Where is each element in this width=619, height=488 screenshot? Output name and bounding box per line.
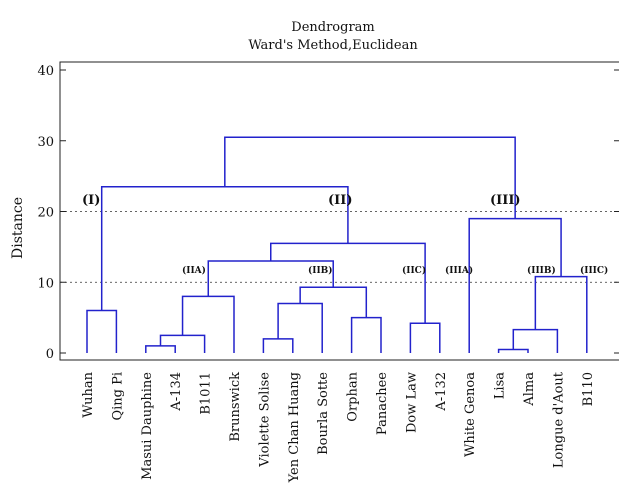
dendrogram-branch bbox=[224, 136, 516, 219]
y-axis: 0 10 20 30 40 bbox=[37, 64, 619, 362]
cluster-label: (II) bbox=[328, 193, 352, 208]
subcluster-label: (IIIC) bbox=[580, 265, 608, 276]
leaf-label: Masui Dauphine bbox=[140, 372, 155, 480]
dendrogram-branch bbox=[145, 345, 176, 353]
dendrogram-branch bbox=[181, 295, 235, 353]
dendrogram-branch bbox=[159, 334, 206, 353]
subcluster-label: (IIC) bbox=[402, 265, 426, 276]
y-tick-label: 40 bbox=[37, 64, 54, 79]
dendrogram-branch bbox=[262, 338, 294, 353]
y-axis-title: Distance bbox=[10, 197, 26, 259]
leaf-label: White Genoa bbox=[463, 372, 478, 457]
leaf-label: Brunswick bbox=[228, 372, 243, 442]
leaf-label: Orphan bbox=[346, 371, 361, 421]
leaf-label: A-132 bbox=[434, 372, 449, 412]
dendrogram-branch bbox=[277, 302, 323, 353]
leaf-label: Wuhan bbox=[81, 371, 96, 417]
leaf-label: Longue d'Aout bbox=[551, 371, 566, 468]
leaf-label: B1011 bbox=[199, 372, 214, 415]
leaf-label: Lisa bbox=[493, 372, 508, 399]
leaf-label: Panachee bbox=[375, 372, 390, 435]
dendrogram-branch bbox=[409, 322, 441, 353]
chart-subtitle: Ward's Method,Euclidean bbox=[248, 38, 418, 53]
dendrogram-branch bbox=[497, 348, 529, 353]
dendrogram-branch bbox=[534, 275, 588, 353]
dendrogram-branch bbox=[350, 316, 382, 353]
leaf-label: B110 bbox=[581, 372, 596, 406]
y-tick-label: 20 bbox=[37, 206, 54, 221]
leaf-label: Yen Chan Huang bbox=[287, 372, 302, 483]
subcluster-label: (IIIA) bbox=[445, 265, 473, 276]
subcluster-label: (IIA) bbox=[182, 265, 206, 276]
dendrogram-branch bbox=[86, 309, 118, 353]
dendrogram-branch bbox=[270, 242, 426, 324]
subcluster-label: (IIIB) bbox=[527, 265, 556, 276]
dendrogram-branch bbox=[299, 286, 368, 318]
y-tick-label: 30 bbox=[37, 135, 54, 150]
subcluster-label: (IIB) bbox=[308, 265, 333, 276]
dendrogram-branch bbox=[100, 185, 349, 311]
cluster-labels: (I) (II) (III) (IIA) (IIB) (IIC) (IIIA) (IIIB) (… bbox=[82, 193, 608, 276]
leaf-label: Violette Solise bbox=[257, 372, 272, 468]
reference-lines bbox=[60, 211, 619, 283]
cluster-label: (I) bbox=[82, 193, 100, 208]
chart-title: Dendrogram bbox=[291, 20, 374, 35]
leaf-label: Bourla Sotte bbox=[316, 372, 331, 455]
dendrogram-branches bbox=[86, 136, 588, 353]
cluster-label: (III) bbox=[490, 193, 521, 208]
y-tick-label: 10 bbox=[37, 276, 54, 291]
leaf-label: Alma bbox=[522, 372, 537, 407]
leaf-label: A-134 bbox=[169, 372, 184, 412]
y-tick-label: 0 bbox=[46, 347, 54, 362]
leaf-labels: Wuhan Qing Pi Masui Dauphine A-134 B1011 Brun… bbox=[81, 371, 596, 483]
dendrogram-branch bbox=[468, 217, 562, 353]
leaf-label: Qing Pi bbox=[110, 372, 125, 421]
leaf-label: Dow Law bbox=[404, 372, 419, 433]
